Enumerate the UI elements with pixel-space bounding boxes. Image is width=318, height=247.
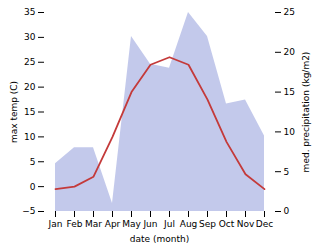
- svg-text:May: May: [122, 219, 141, 229]
- svg-text:20: 20: [284, 47, 296, 57]
- svg-text:15: 15: [284, 87, 295, 97]
- svg-text:date (month): date (month): [130, 234, 189, 244]
- svg-text:15: 15: [24, 107, 35, 117]
- svg-text:Jul: Jul: [163, 219, 175, 229]
- svg-text:25: 25: [284, 7, 295, 17]
- svg-text:Mar: Mar: [85, 219, 102, 229]
- svg-text:Apr: Apr: [105, 219, 121, 229]
- svg-text:0: 0: [284, 206, 290, 216]
- svg-text:5: 5: [284, 167, 290, 177]
- svg-text:Jan: Jan: [48, 219, 63, 229]
- svg-text:max temp (C): max temp (C): [9, 81, 19, 143]
- svg-text:20: 20: [24, 82, 36, 92]
- svg-text:10: 10: [24, 132, 36, 142]
- svg-text:Oct: Oct: [219, 219, 235, 229]
- svg-text:25: 25: [24, 57, 35, 67]
- svg-text:5: 5: [30, 157, 36, 167]
- svg-text:Nov: Nov: [237, 219, 255, 229]
- svg-text:35: 35: [24, 7, 35, 17]
- svg-text:Jun: Jun: [142, 219, 157, 229]
- svg-text:Dec: Dec: [256, 219, 273, 229]
- svg-text:10: 10: [284, 127, 296, 137]
- svg-text:−5: −5: [22, 206, 35, 216]
- svg-text:0: 0: [30, 182, 36, 192]
- svg-text:30: 30: [24, 32, 36, 42]
- svg-text:med. precipitation (kg/m2): med. precipitation (kg/m2): [301, 52, 311, 173]
- svg-text:Aug: Aug: [180, 219, 198, 229]
- svg-text:Sep: Sep: [199, 219, 216, 229]
- svg-text:Feb: Feb: [67, 219, 83, 229]
